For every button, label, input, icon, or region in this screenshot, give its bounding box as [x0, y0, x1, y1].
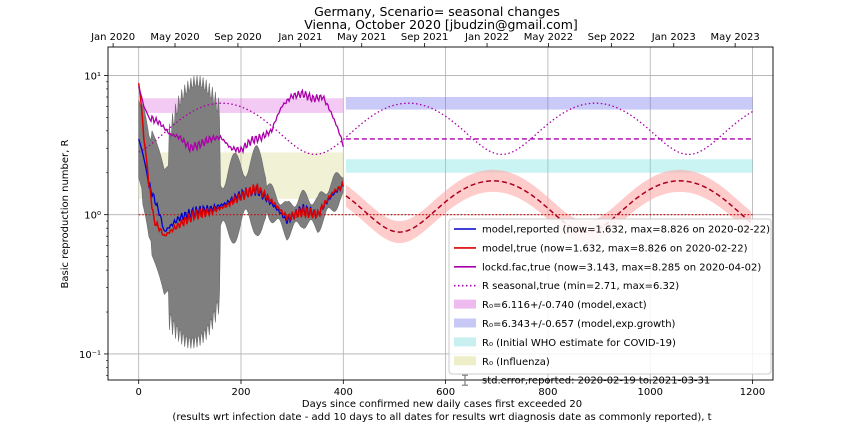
legend-label: R₀ (Influenza): [482, 357, 550, 368]
series-r-seasonal: [138, 102, 753, 156]
x-tick-label: 800: [538, 387, 557, 398]
x-tick-label: 200: [231, 387, 250, 398]
legend-box: [448, 218, 772, 375]
series-model-projection: [345, 180, 752, 233]
x-tick-label: 1200: [740, 387, 765, 398]
top-tick-label: May 2020: [150, 32, 199, 43]
projection-band: [345, 169, 751, 244]
axes-frame: [107, 46, 774, 381]
legend-label: lockd.fac,true (now=3.143, max=8.285 on …: [482, 262, 761, 273]
x-tick-label: 400: [334, 387, 353, 398]
top-tick-label: Sep 2022: [588, 32, 635, 43]
series-model-true: [137, 83, 345, 237]
std-error-region: [138, 75, 344, 349]
legend-patch: [454, 337, 476, 347]
plot-inner: [108, 47, 773, 380]
legend-patch: [454, 318, 476, 328]
top-tick-label: May 2022: [524, 32, 573, 43]
legend-patch: [454, 356, 476, 366]
top-tick-label: Jan 2021: [277, 32, 322, 43]
x-axis-label-line1: Days since confirmed new daily cases fir…: [302, 399, 582, 410]
chart-title-line1: Germany, Scenario= seasonal changes: [314, 4, 560, 19]
band-r0-model-exp-growth: [345, 96, 753, 110]
x-tick-label: 600: [436, 387, 455, 398]
top-tick-label: Sep 2020: [214, 32, 261, 43]
top-tick-label: Jan 2020: [90, 32, 135, 43]
x-tick-label: 1000: [638, 387, 663, 398]
legend-label: R₀ (Initial WHO estimate for COVID-19): [482, 338, 676, 349]
y-axis-label: Basic reproduction number, R: [60, 139, 71, 288]
top-tick-label: May 2021: [337, 32, 386, 43]
y-tick-label: 10⁰: [84, 211, 101, 222]
x-tick-label: 0: [136, 387, 142, 398]
band-r0-model-exact: [138, 98, 344, 113]
legend-label: R₀=6.116+/-0.740 (model,exact): [482, 300, 647, 311]
legend-label: model,reported (now=1.632, max=8.826 on …: [482, 225, 770, 236]
legend-label: R₀=6.343+/-0.657 (model,exp.growth): [482, 319, 676, 330]
legend-label: R seasonal,true (min=2.71, max=6.32): [482, 281, 679, 292]
top-tick-label: May 2023: [710, 32, 759, 43]
top-tick-label: Sep 2021: [401, 32, 448, 43]
top-tick-label: Jan 2023: [651, 32, 696, 43]
y-tick-label: 10¹: [84, 71, 101, 82]
legend-patch: [454, 299, 476, 309]
x-axis-label-line2: (results wrt infection date - add 10 day…: [172, 412, 711, 423]
band-r0-initial-who: [345, 159, 753, 173]
legend-label: std.error,reported: 2020-02-19 to 2021-0…: [482, 376, 710, 387]
chart-title-line2: Vienna, October 2020 [jbudzin@gmail.com]: [304, 17, 578, 32]
y-tick-label: 10⁻¹: [79, 350, 101, 361]
series-lockd-fac: [138, 86, 344, 155]
top-tick-label: Jan 2022: [464, 32, 509, 43]
legend-label: model,true (now=1.632, max=8.826 on 2020…: [482, 243, 748, 254]
plot-area: 0 200 400 600 800 1000 1200 10⁻¹ 10⁰ 10¹ Jan 2020 M…: [79, 32, 774, 398]
